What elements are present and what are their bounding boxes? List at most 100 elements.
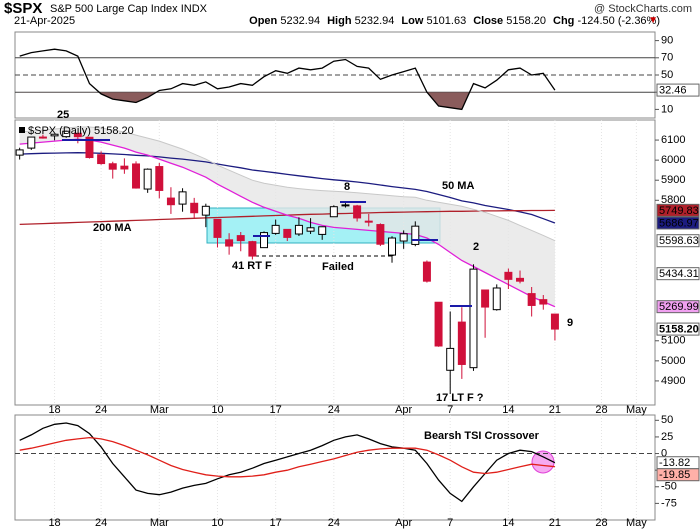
exchange: INDX [180, 3, 207, 15]
legend-swatch [19, 127, 25, 133]
x-tick-label: May [626, 517, 647, 529]
watermark: @ StockCharts.com [594, 3, 692, 15]
candle-body [155, 166, 164, 191]
candle-body [120, 165, 129, 170]
y-tick-label: 6100 [661, 134, 685, 146]
stat-value: 5158.20 [506, 15, 546, 27]
candle-body [97, 154, 106, 165]
x-tick-label: 28 [595, 517, 607, 529]
candle-body [73, 132, 82, 138]
y-tick-label: 4900 [661, 375, 685, 387]
value-flag [656, 83, 700, 97]
candle-body [38, 136, 47, 139]
moving-average [19, 138, 556, 308]
value-flag-label: 5686.97 [659, 217, 699, 229]
indicator-line [19, 436, 555, 478]
legend: $SPX (Daily) 5158.20 [28, 125, 134, 137]
candle-body [248, 241, 257, 257]
value-flag-label: 5434.31 [659, 268, 699, 280]
x-tick-label: 21 [549, 517, 561, 529]
y-tick-label: 5900 [661, 174, 685, 186]
indicator-line [19, 422, 556, 503]
x-tick-label: 17 [270, 517, 282, 529]
stats: Open 5232.94 High 5232.94 Low 5101.63 Close… [242, 15, 660, 27]
y-tick-label: 70 [661, 52, 673, 64]
x-tick-label: Apr [395, 404, 412, 416]
y-tick-label: 90 [661, 35, 673, 47]
candle-body [190, 202, 199, 214]
candle-body [132, 163, 141, 189]
stat-label: Chg [553, 15, 575, 27]
annotation: 2 [473, 241, 479, 253]
value-flag [656, 468, 700, 482]
candle-body [108, 163, 117, 170]
annotation: Bearsh TSI Crossover [424, 430, 540, 442]
stat-value: 5232.94 [354, 15, 395, 27]
x-tick-label: 28 [595, 404, 607, 416]
x-tick-label: Mar [150, 517, 169, 529]
x-tick-label: 10 [211, 517, 223, 529]
x-tick-label: 24 [95, 517, 107, 529]
x-tick-label: Apr [395, 517, 412, 529]
candle-body [294, 224, 303, 235]
annotation: 8 [344, 181, 350, 193]
stat-label: Close [473, 15, 504, 27]
candle-body [201, 205, 210, 216]
candle-body [166, 197, 175, 206]
stat-value: -124.50 (-2.36%) [577, 15, 660, 27]
down-arrow: ▼ [648, 15, 658, 26]
series-label: 200 MA [93, 222, 132, 234]
symbol: $SPX [4, 0, 43, 17]
x-tick-label: Mar [150, 404, 169, 416]
header: $SPX S&P 500 Large Cap Index INDX @ Stoc… [0, 0, 700, 17]
y-tick-label: 5100 [661, 335, 685, 347]
candle-body [399, 233, 408, 242]
x-tick-label: 24 [328, 404, 340, 416]
candle-body [329, 206, 338, 218]
stat-label: High [327, 15, 352, 27]
value-flag-label: 5749.83 [659, 205, 699, 217]
x-tick-label: 21 [549, 404, 561, 416]
band-line [19, 126, 556, 242]
x-tick-label: 24 [95, 404, 107, 416]
y-tick-label: 5000 [661, 355, 685, 367]
candle-body [225, 239, 234, 247]
date: 21-Apr-2025 [14, 15, 76, 27]
value-flag-label: 5598.63 [659, 235, 699, 247]
y-tick-label: -50 [661, 481, 677, 493]
indicator-line [19, 48, 556, 111]
candle-body [376, 224, 385, 245]
value-flag-label: 5158.20 [659, 323, 699, 335]
y-tick-label: 0 [661, 447, 667, 459]
candle-body [353, 205, 362, 219]
value-flag-label: -13.82 [659, 457, 690, 469]
candle-body [481, 289, 490, 308]
annotation: 9 [567, 317, 573, 329]
series-label: 50 MA [442, 180, 474, 192]
candle-body [306, 227, 315, 232]
x-tick-label: 14 [502, 404, 514, 416]
x-tick-label: May [626, 404, 647, 416]
candle-body [504, 271, 513, 280]
x-tick-label: 18 [48, 517, 60, 529]
candle-body [283, 228, 292, 238]
x-tick-label: 18 [48, 404, 60, 416]
y-tick-label: -75 [661, 497, 677, 509]
moving-average [19, 152, 556, 224]
x-tick-label: 7 [447, 404, 453, 416]
value-flag-label: 32.46 [659, 84, 687, 96]
candle-body [318, 226, 327, 235]
value-flag [656, 234, 700, 248]
y-tick-label: 10 [661, 103, 673, 115]
x-tick-label: 14 [502, 517, 514, 529]
x-tick-label: 17 [270, 404, 282, 416]
candle-body [178, 191, 187, 205]
candle-body [15, 149, 24, 156]
value-flag [656, 300, 700, 314]
band-fill [19, 127, 555, 307]
candle-body [539, 299, 548, 305]
candle-body [550, 313, 559, 330]
value-flag-label: 5269.99 [659, 301, 699, 313]
